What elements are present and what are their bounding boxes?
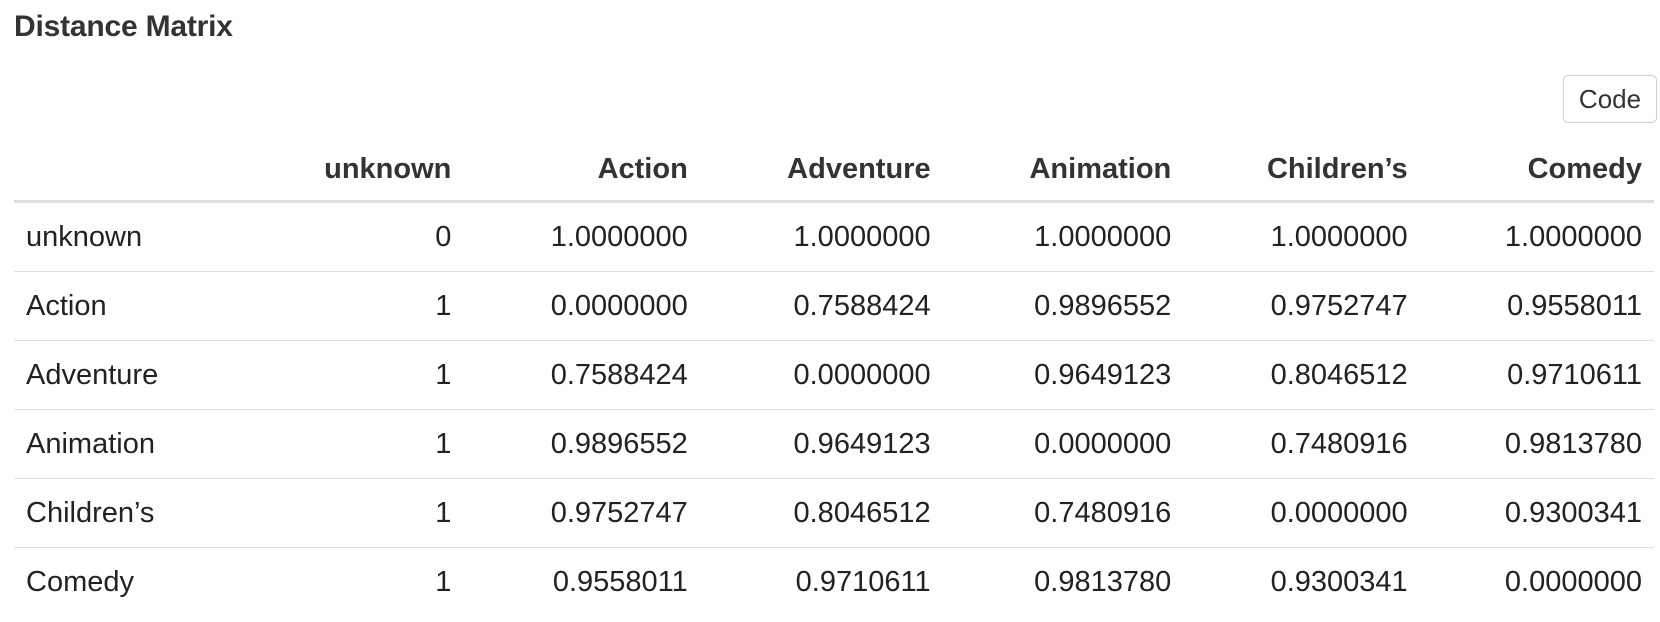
page-title: Distance Matrix	[14, 10, 233, 43]
column-header-corner	[14, 138, 208, 203]
distance-matrix-table: unknown Action Adventure Animation Child…	[14, 138, 1654, 616]
row-label: Comedy	[26, 565, 134, 598]
table-cell: 0.0000000	[1183, 478, 1420, 548]
row-label: Children’s	[14, 478, 208, 548]
table-cell: 1	[207, 409, 464, 479]
column-header-adventure: Adventure	[699, 138, 943, 203]
table-cell: 1.0000000	[699, 201, 943, 272]
header-row: unknown Action Adventure Animation Child…	[14, 138, 1654, 203]
table-cell: 0.9558011	[552, 565, 688, 598]
table-row: Comedy 1 0.9558011 0.9710611 0.9813780 0…	[14, 548, 1654, 617]
table-row: unknown 0 1.0000000 1.0000000 1.0000000 …	[14, 201, 1654, 272]
table-cell: 0.7480916	[1183, 409, 1420, 479]
row-label: unknown	[14, 201, 208, 272]
column-header-childrens: Children’s	[1183, 138, 1420, 203]
table-cell: 0.9649123	[699, 409, 943, 479]
table-cell: 0.0000000	[1504, 565, 1642, 598]
table-cell: 0.7588424	[699, 271, 943, 341]
code-button[interactable]: Code	[1563, 75, 1657, 123]
column-header-action: Action	[463, 138, 700, 203]
table-row: Animation 1 0.9896552 0.9649123 0.000000…	[14, 409, 1654, 479]
table-header: unknown Action Adventure Animation Child…	[14, 138, 1654, 203]
table-cell: 1.0000000	[1183, 201, 1420, 272]
table-cell: 1	[207, 478, 464, 548]
table-cell: 0.9300341	[1270, 565, 1408, 598]
row-label: Action	[14, 271, 208, 341]
table-cell: 0	[207, 201, 464, 272]
table-cell: 0.7588424	[463, 340, 700, 410]
table-cell: 1	[435, 565, 452, 598]
table-row: Children’s 1 0.9752747 0.8046512 0.74809…	[14, 478, 1654, 548]
table-cell: 0.9710611	[1419, 340, 1654, 410]
table-cell: 1.0000000	[942, 201, 1184, 272]
table-cell: 1	[207, 271, 464, 341]
table-row: Action 1 0.0000000 0.7588424 0.9896552 0…	[14, 271, 1654, 341]
column-header-comedy: Comedy	[1419, 138, 1654, 203]
table-cell: 0.8046512	[1183, 340, 1420, 410]
table-cell: 0.9896552	[942, 271, 1184, 341]
table-cell: 0.9752747	[463, 478, 700, 548]
table-cell: 0.7480916	[942, 478, 1184, 548]
table-cell: 1.0000000	[1419, 201, 1654, 272]
table-cell: 0.9558011	[1419, 271, 1654, 341]
table-cell: 0.9896552	[463, 409, 700, 479]
table-row: Adventure 1 0.7588424 0.0000000 0.964912…	[14, 340, 1654, 410]
table-cell: 0.9710611	[795, 565, 931, 598]
table-cell: 0.9649123	[942, 340, 1184, 410]
table-cell: 0.9300341	[1419, 478, 1654, 548]
table-cell: 0.9752747	[1183, 271, 1420, 341]
row-label: Adventure	[14, 340, 208, 410]
table-cell: 1.0000000	[463, 201, 700, 272]
table-cell: 0.9813780	[1419, 409, 1654, 479]
table-cell: 0.8046512	[699, 478, 943, 548]
table-cell: 0.0000000	[699, 340, 943, 410]
row-label: Animation	[14, 409, 208, 479]
table-body: unknown 0 1.0000000 1.0000000 1.0000000 …	[14, 201, 1654, 617]
table-cell: 0.9813780	[1034, 565, 1172, 598]
table-cell: 0.0000000	[463, 271, 700, 341]
column-header-unknown: unknown	[207, 138, 464, 203]
table-cell: 0.0000000	[942, 409, 1184, 479]
column-header-animation: Animation	[942, 138, 1184, 203]
table-cell: 1	[207, 340, 464, 410]
